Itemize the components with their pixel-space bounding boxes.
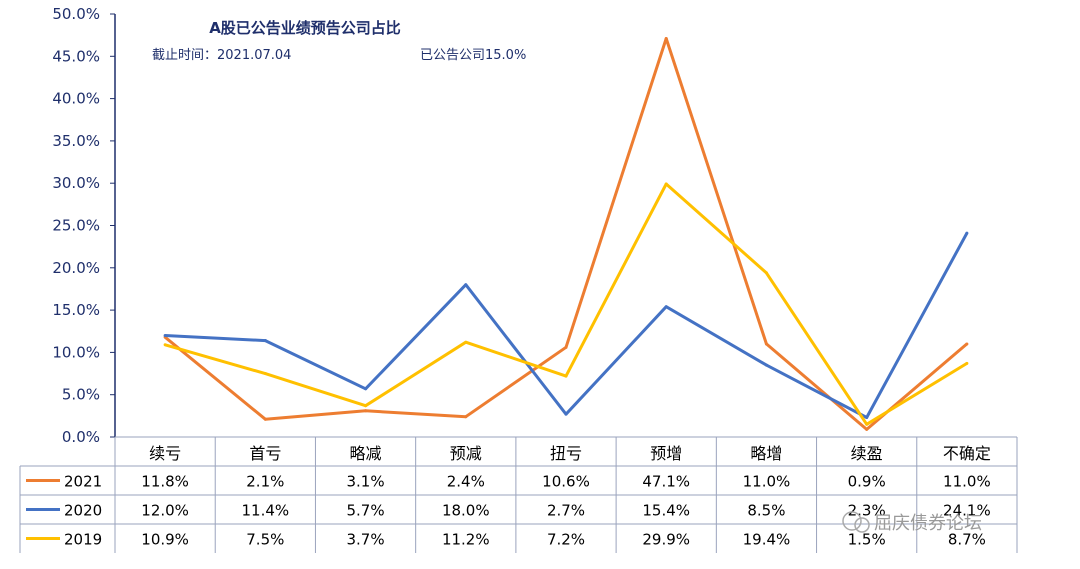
- data-point: [865, 416, 869, 420]
- data-point: [464, 415, 468, 419]
- category-label: 预减: [450, 444, 482, 463]
- data-point: [865, 427, 869, 431]
- category-label: 首亏: [249, 444, 281, 463]
- y-tick-label: 45.0%: [52, 47, 100, 65]
- watermark-text: 屈庆债券论坛: [874, 513, 982, 534]
- data-point: [764, 342, 768, 346]
- data-label: 2.7%: [547, 502, 585, 520]
- category-label: 续盈: [851, 444, 883, 463]
- data-label: 2.1%: [246, 473, 284, 491]
- data-label: 7.2%: [547, 531, 585, 549]
- data-table: 续亏 首亏 略减 预减 扭亏 预增 略增 续盈 不确定 2021 11.8% 2.1% 3.1% 2.4%…: [19, 436, 1018, 553]
- data-label: 12.0%: [141, 502, 189, 520]
- category-label: 略增: [750, 444, 782, 463]
- data-point: [564, 412, 568, 416]
- data-point: [564, 345, 568, 349]
- data-label: 15.4%: [642, 502, 690, 520]
- y-tick-label: 30.0%: [52, 174, 100, 192]
- series-lines: [163, 37, 969, 431]
- data-point: [764, 271, 768, 275]
- data-point: [464, 340, 468, 344]
- data-label: 3.1%: [347, 473, 385, 491]
- category-label: 不确定: [943, 444, 991, 463]
- legend-label: 2021: [64, 473, 102, 491]
- chart-subtitle-date: 截止时间：2021.07.04: [152, 48, 291, 63]
- category-label: 预增: [650, 444, 682, 463]
- category-label: 略减: [350, 444, 382, 463]
- data-label: 10.6%: [542, 473, 590, 491]
- y-tick-label: 15.0%: [52, 301, 100, 319]
- data-label: 19.4%: [743, 531, 791, 549]
- data-point: [865, 422, 869, 426]
- data-point: [564, 374, 568, 378]
- data-label: 2.3%: [848, 502, 886, 520]
- y-tick-label: 35.0%: [52, 132, 100, 150]
- y-tick-label: 0.0%: [62, 428, 100, 446]
- series-line: [165, 232, 969, 419]
- wechat-icon: [842, 511, 862, 531]
- data-point: [965, 342, 969, 346]
- y-tick-label: 5.0%: [62, 386, 100, 404]
- data-point: [664, 305, 668, 309]
- data-label: 7.5%: [246, 531, 284, 549]
- y-tick-label: 25.0%: [52, 217, 100, 235]
- data-point: [263, 339, 267, 343]
- data-point: [163, 343, 167, 347]
- data-point: [965, 231, 969, 235]
- data-label: 5.7%: [347, 502, 385, 520]
- watermark: 屈庆债券论坛: [842, 511, 982, 534]
- data-label: 29.9%: [642, 531, 690, 549]
- category-label: 扭亏: [550, 444, 582, 463]
- wechat-icon-secondary: [854, 517, 870, 533]
- chart-title: A股已公告业绩预告公司占比: [209, 19, 401, 37]
- data-label: 8.5%: [747, 502, 785, 520]
- data-label: 11.4%: [242, 502, 290, 520]
- data-label: 11.2%: [442, 531, 490, 549]
- data-point: [364, 409, 368, 413]
- data-label: 0.9%: [848, 473, 886, 491]
- data-label: 2.4%: [447, 473, 485, 491]
- data-label: 8.7%: [948, 531, 986, 549]
- data-point: [364, 387, 368, 391]
- data-point: [364, 404, 368, 408]
- data-point: [664, 37, 668, 41]
- y-tick-label: 20.0%: [52, 259, 100, 277]
- y-axis: 0.0% 5.0% 10.0% 15.0% 20.0% 25.0% 30.0% 35.0% 40…: [52, 5, 116, 446]
- data-label: 11.0%: [943, 473, 991, 491]
- data-label: 10.9%: [141, 531, 189, 549]
- data-point: [163, 333, 167, 337]
- data-label: 11.0%: [743, 473, 791, 491]
- legend-label: 2019: [64, 531, 102, 549]
- data-point: [263, 417, 267, 421]
- data-point: [965, 361, 969, 365]
- category-label: 续亏: [149, 444, 181, 463]
- data-label: 3.7%: [347, 531, 385, 549]
- chart-subtitle-count: 已公告公司15.0%: [420, 48, 526, 63]
- data-point: [464, 283, 468, 287]
- data-point: [263, 372, 267, 376]
- y-tick-label: 50.0%: [52, 5, 100, 23]
- data-label: 11.8%: [141, 473, 189, 491]
- data-label: 47.1%: [642, 473, 690, 491]
- data-label: 1.5%: [848, 531, 886, 549]
- legend-label: 2020: [64, 502, 102, 520]
- data-label: 24.1%: [943, 502, 991, 520]
- series-line: [164, 37, 968, 431]
- y-tick-label: 10.0%: [52, 343, 100, 361]
- data-label: 18.0%: [442, 502, 490, 520]
- data-point: [664, 182, 668, 186]
- series-line: [164, 182, 968, 426]
- data-point: [764, 363, 768, 367]
- y-tick-label: 40.0%: [52, 90, 100, 108]
